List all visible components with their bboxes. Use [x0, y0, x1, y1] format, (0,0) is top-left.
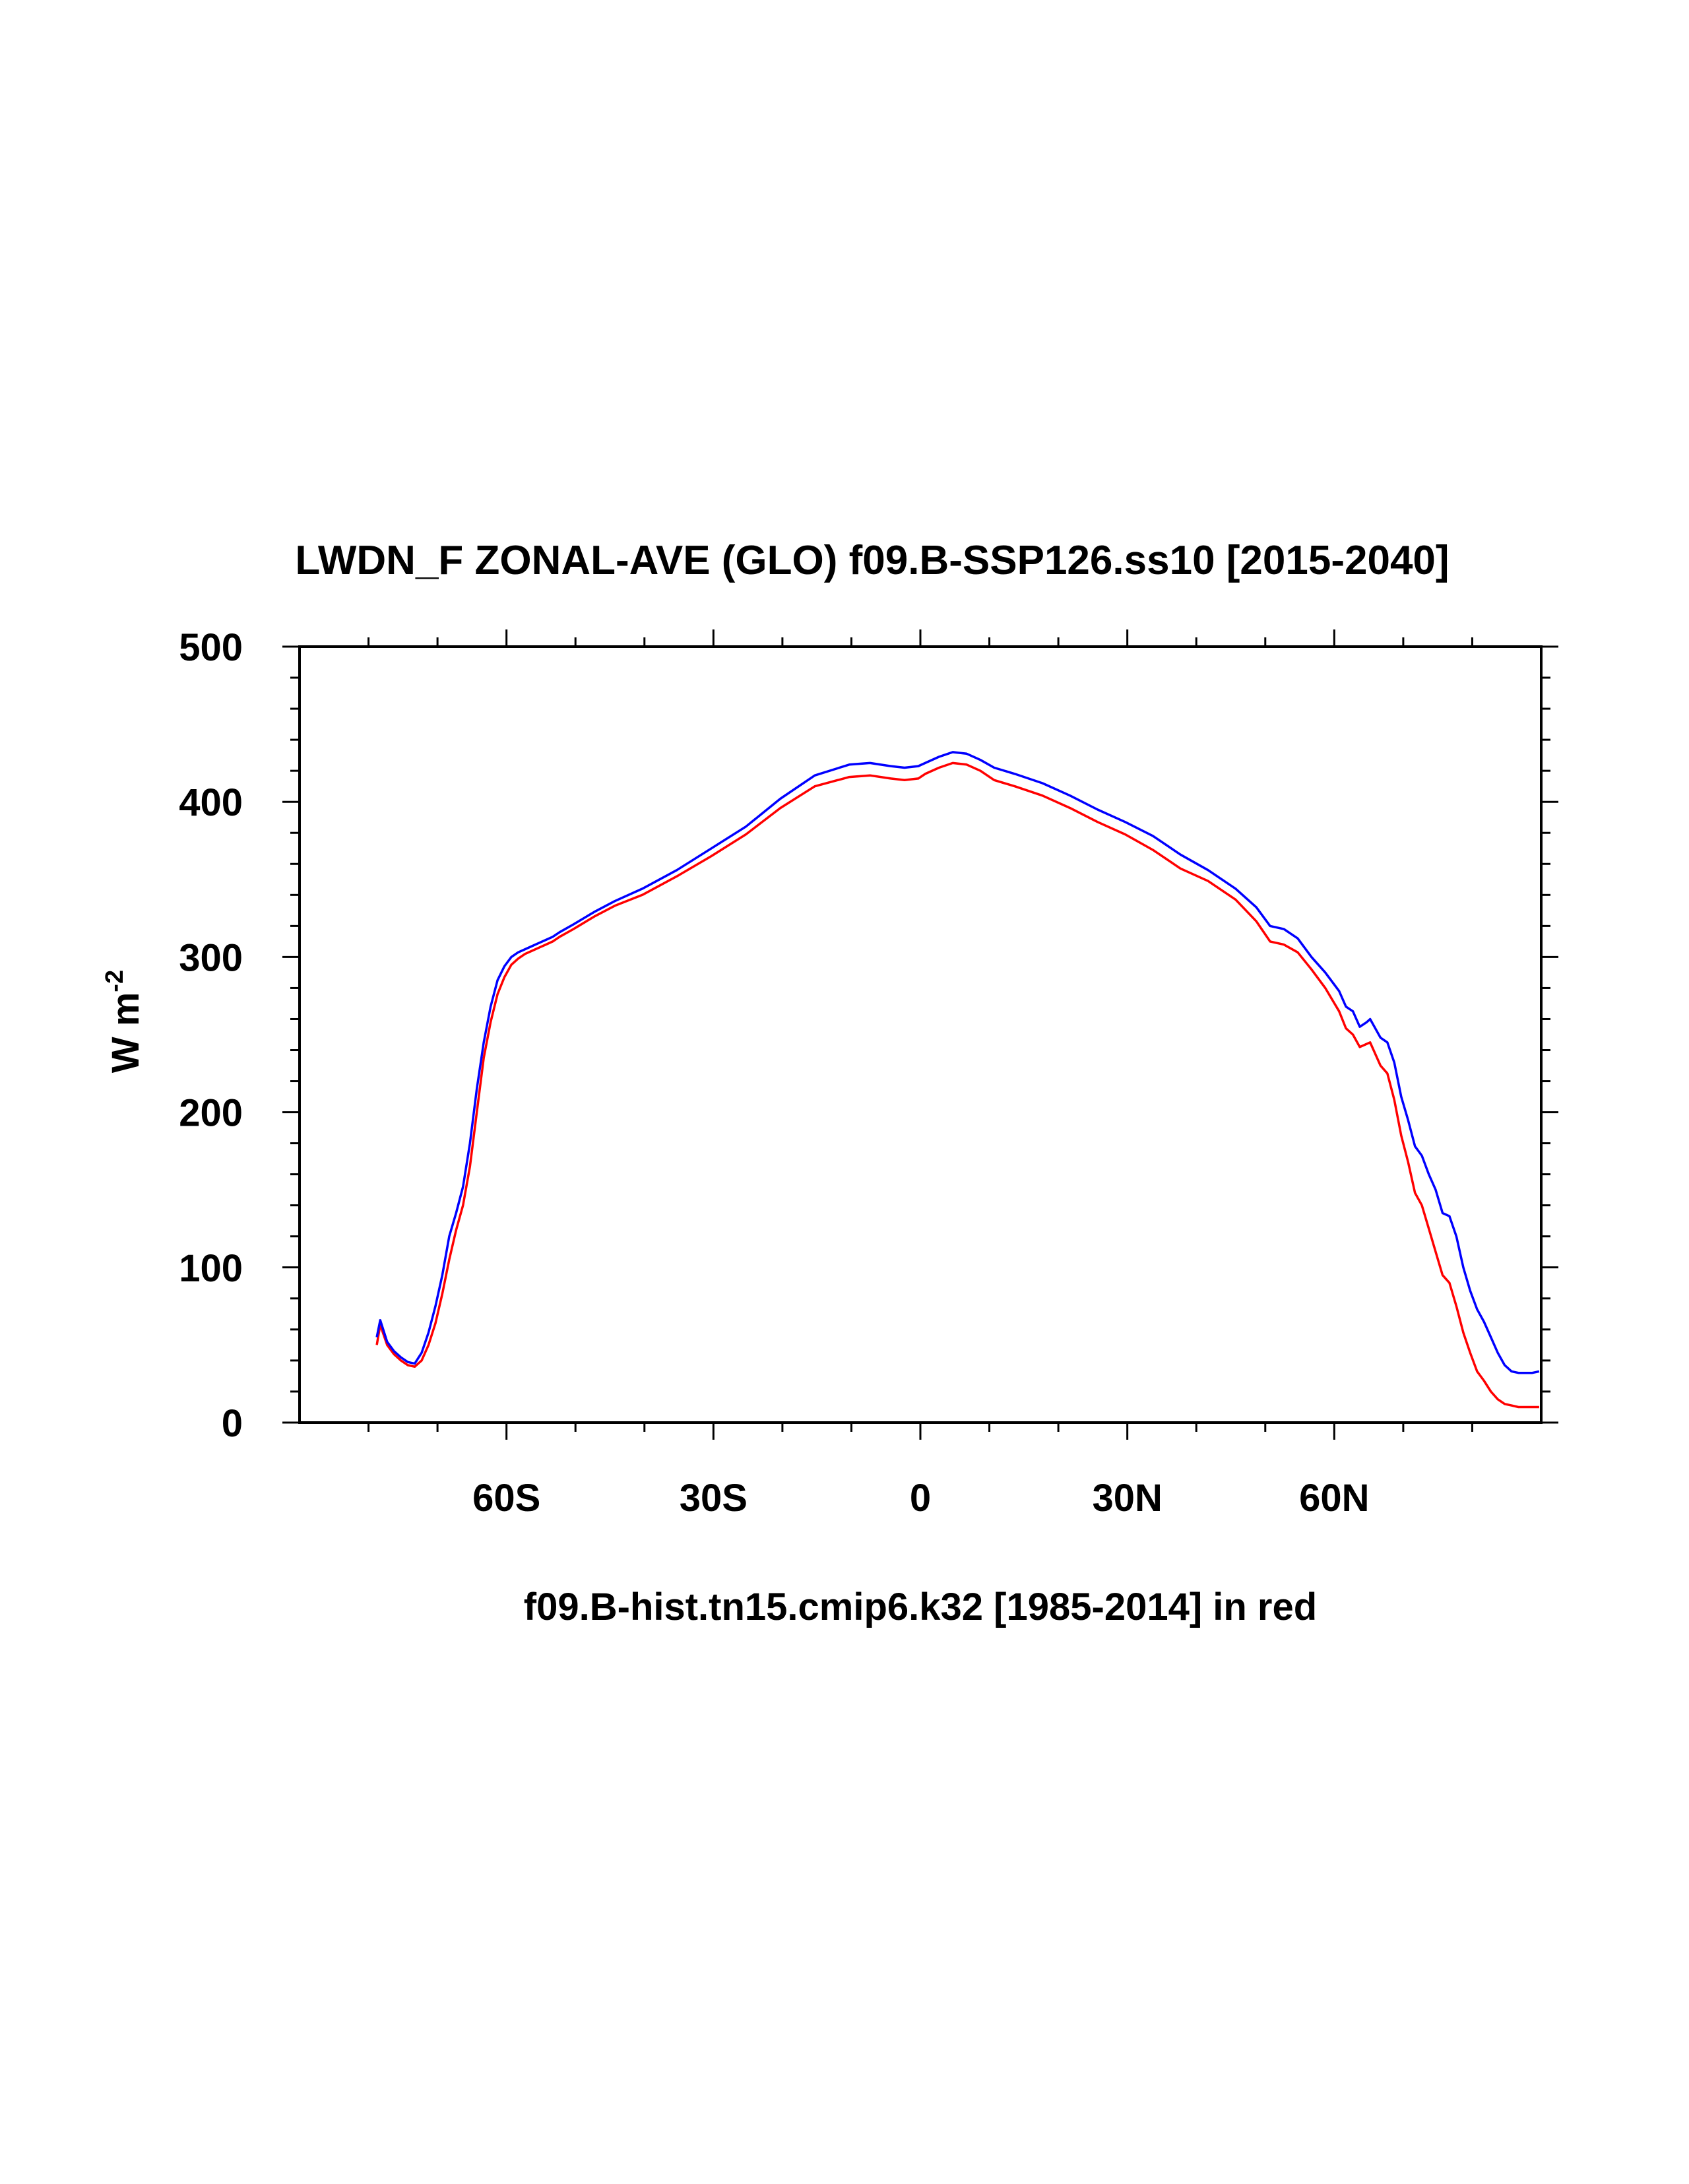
x-tick-label: 30N	[1092, 1477, 1162, 1520]
x-tick-label: 60S	[472, 1477, 540, 1520]
x-tick-label: 60N	[1299, 1477, 1369, 1520]
x-tick-label: 0	[910, 1477, 931, 1520]
y-tick-label: 200	[179, 1092, 243, 1135]
data-series	[375, 751, 1540, 1409]
y-tick-label: 500	[179, 626, 243, 669]
chart-subtitle: f09.B-hist.tn15.cmip6.k32 [1985-2014] in…	[524, 1586, 1317, 1628]
series-line-ssp126-blue	[375, 751, 1540, 1374]
chart-title: LWDN_F ZONAL-AVE (GLO) f09.B-SSP126.ss10…	[295, 538, 1449, 583]
y-tick-label: 0	[222, 1402, 243, 1445]
y-tick-label: 300	[179, 936, 243, 979]
y-tick-labels: 0 100 200 300 400 500	[179, 626, 243, 1445]
y-axis-label-main: W m	[104, 992, 147, 1073]
x-tick-labels: 60S 30S 0 30N 60N	[472, 1477, 1369, 1520]
axis-ticks	[282, 629, 1558, 1440]
y-tick-label: 400	[179, 781, 243, 824]
y-axis-label-superscript: -2	[101, 970, 129, 992]
x-tick-label: 30S	[680, 1477, 748, 1520]
y-tick-label: 100	[179, 1247, 243, 1290]
plot-frame	[298, 645, 1543, 1424]
series-line-historical-red	[375, 761, 1539, 1409]
y-axis-label: W m-2	[101, 970, 147, 1073]
